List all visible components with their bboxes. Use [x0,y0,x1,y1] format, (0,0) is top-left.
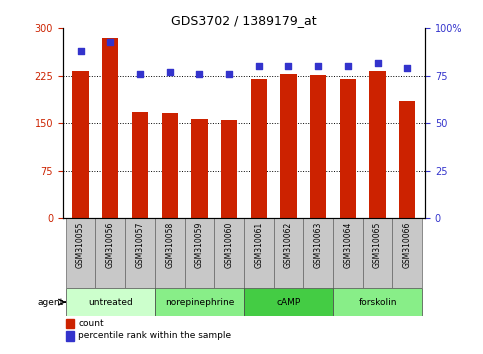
Text: GSM310063: GSM310063 [313,222,323,268]
Text: forskolin: forskolin [358,298,397,307]
Bar [132,112,148,218]
Point [77,48,85,54]
Text: GSM310064: GSM310064 [343,222,352,268]
Bar [244,218,273,289]
Text: agent: agent [37,298,63,307]
Bar [155,218,185,289]
Bar [67,319,74,328]
Title: GDS3702 / 1389179_at: GDS3702 / 1389179_at [171,14,317,27]
Point [374,60,382,65]
Text: GSM310066: GSM310066 [403,222,412,268]
Text: GSM310059: GSM310059 [195,222,204,268]
Bar [96,218,125,289]
Bar [303,218,333,289]
Point [136,71,144,77]
Bar [185,218,214,289]
Bar [66,289,155,316]
Point [403,65,411,71]
Bar [72,72,89,218]
Text: untreated: untreated [88,298,133,307]
Point [166,69,173,75]
Bar [125,218,155,289]
Bar [251,79,267,218]
Bar [214,218,244,289]
Text: count: count [78,319,104,328]
Text: GSM310057: GSM310057 [136,222,144,268]
Bar [369,72,386,218]
Text: GSM310055: GSM310055 [76,222,85,268]
Text: norepinephrine: norepinephrine [165,298,234,307]
Bar [333,218,363,289]
Text: GSM310056: GSM310056 [106,222,115,268]
Bar [221,120,237,218]
Point [196,71,203,77]
Text: percentile rank within the sample: percentile rank within the sample [78,331,231,341]
Bar [273,218,303,289]
Bar [333,289,422,316]
Point [284,63,292,69]
Text: GSM310060: GSM310060 [225,222,234,268]
Text: GSM310065: GSM310065 [373,222,382,268]
Point [314,63,322,69]
Text: cAMP: cAMP [276,298,300,307]
Text: GSM310062: GSM310062 [284,222,293,268]
Text: GSM310058: GSM310058 [165,222,174,268]
Bar [102,39,118,218]
Bar [161,113,178,218]
Bar [310,75,327,218]
Point [106,39,114,45]
Bar [340,79,356,218]
Point [344,63,352,69]
Bar [155,289,244,316]
Bar [244,289,333,316]
Bar [191,119,208,218]
Bar [363,218,392,289]
Bar [66,218,96,289]
Text: GSM310061: GSM310061 [254,222,263,268]
Bar [392,218,422,289]
Point [225,71,233,77]
Bar [399,101,415,218]
Bar [67,331,74,341]
Bar [280,74,297,218]
Point [255,63,263,69]
